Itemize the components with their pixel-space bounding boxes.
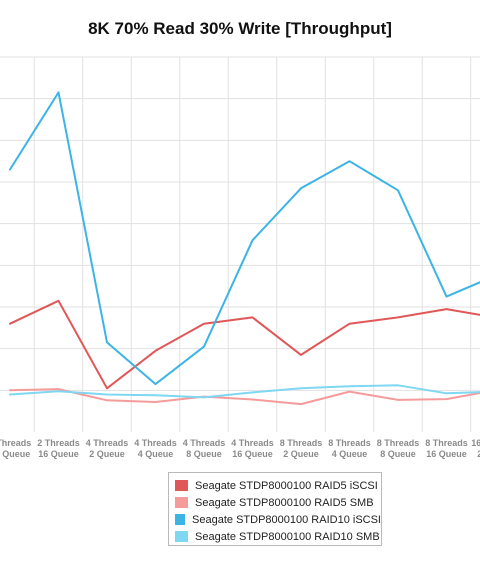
x-tick-label-line: 16 Threads: [471, 438, 480, 448]
x-tick-label: 8 Threads 16 Queue: [425, 438, 468, 459]
grid-lines: [0, 56, 480, 432]
x-tick-label-line: 4 Threads: [134, 438, 177, 448]
legend-label: Seagate STDP8000100 RAID10 iSCSI: [192, 513, 381, 526]
x-tick-label: 8 Threads 8 Queue: [377, 438, 420, 459]
x-tick-label-line: 8 Threads: [280, 438, 323, 448]
x-tick-label-line: 4 Queue: [138, 449, 174, 459]
legend-swatch: [175, 531, 188, 542]
legend: Seagate STDP8000100 RAID5 iSCSI Seagate S…: [168, 472, 382, 546]
series-line: [9, 299, 480, 390]
x-tick-label-line: 2 Queue: [89, 449, 125, 459]
x-tick-label: 4 Threads 8 Queue: [183, 438, 226, 459]
x-tick-label-line: 8 Threads: [328, 438, 371, 448]
x-tick-label-line: 8 Threads: [425, 438, 468, 448]
x-tick-label-line: 4 Queue: [332, 449, 368, 459]
x-tick-label-line: 8 Queue: [186, 449, 222, 459]
x-tick-label: 8 Threads 2 Queue: [280, 438, 323, 459]
x-tick-label-line: 4 Threads: [86, 438, 129, 448]
series-line: [9, 388, 480, 406]
x-tick-label: 4 Threads 2 Queue: [86, 438, 129, 459]
x-tick-label-line: 8 Threads: [377, 438, 420, 448]
x-tick-label-line: 16 Queue: [232, 449, 273, 459]
legend-swatch: [175, 480, 188, 491]
legend-swatch: [175, 514, 186, 525]
x-tick-label-line: 2 Threads: [37, 438, 80, 448]
legend-label: Seagate STDP8000100 RAID10 SMB: [195, 530, 380, 543]
x-tick-label-line: 4 Threads: [183, 438, 226, 448]
series-line: [9, 91, 480, 386]
x-tick-label-line: 8 Queue: [380, 449, 416, 459]
legend-label: Seagate STDP8000100 RAID5 iSCSI: [195, 479, 378, 492]
x-tick-label-line: 16 Queue: [38, 449, 79, 459]
x-tick-label: 8 Threads 4 Queue: [328, 438, 371, 459]
x-tick-label-line: 16 Queue: [426, 449, 467, 459]
x-tick-label-line: 4 Threads: [231, 438, 274, 448]
chart-title: 8K 70% Read 30% Write [Throughput]: [88, 19, 392, 38]
x-tick-label-line: 2 Queue: [283, 449, 319, 459]
series-lines: [9, 91, 480, 406]
x-tick-label: 2 Threads 16 Queue: [37, 438, 80, 459]
legend-item: Seagate STDP8000100 RAID10 iSCSI: [175, 511, 381, 528]
x-tick-label-line: 16 Queue: [0, 449, 30, 459]
x-tick-label-line: 1 Threads: [0, 438, 31, 448]
x-tick-label-line: 2 Queue: [477, 449, 480, 459]
legend-item: Seagate STDP8000100 RAID5 iSCSI: [175, 477, 381, 494]
legend-item: Seagate STDP8000100 RAID10 SMB: [175, 528, 381, 545]
legend-item: Seagate STDP8000100 RAID5 SMB: [175, 494, 381, 511]
legend-label: Seagate STDP8000100 RAID5 SMB: [195, 496, 374, 509]
series-line: [9, 384, 480, 399]
x-tick-label: 4 Threads 16 Queue: [231, 438, 274, 459]
x-tick-label: 4 Threads 4 Queue: [134, 438, 177, 459]
legend-swatch: [175, 497, 188, 508]
